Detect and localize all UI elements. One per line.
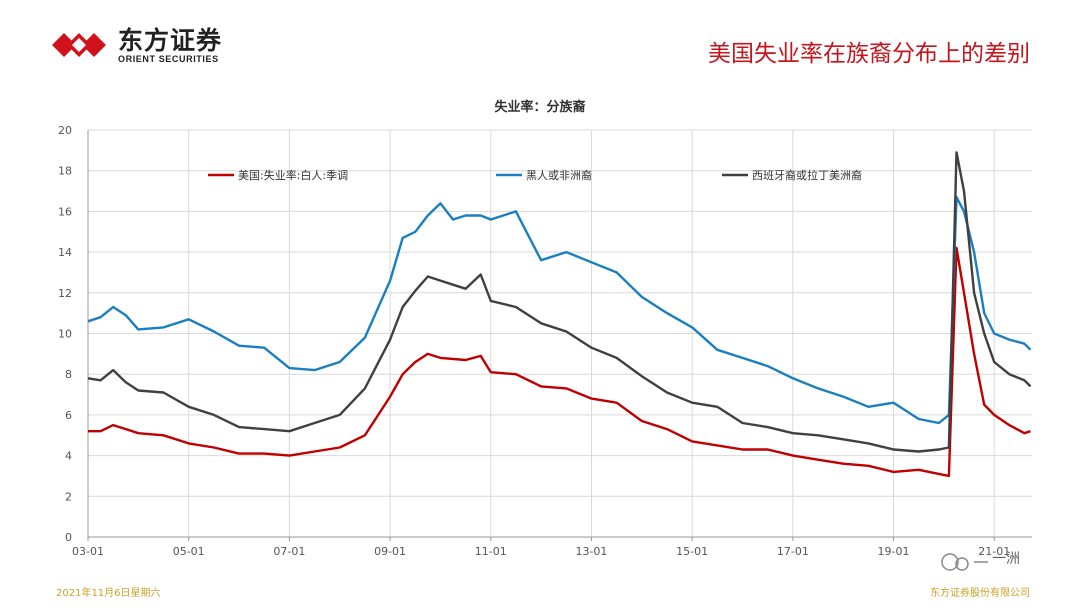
legend-label-1: 美国:失业率:白人:季调 bbox=[238, 168, 348, 182]
x-tick-label: 21-01 bbox=[978, 545, 1010, 558]
logo-chinese-name: 东方证券 bbox=[118, 26, 223, 55]
x-tick-label: 09-01 bbox=[374, 545, 406, 558]
footer-date: 2021年11月6日星期六 bbox=[56, 588, 161, 599]
x-tick-label: 13-01 bbox=[575, 545, 607, 558]
y-tick-label: 0 bbox=[65, 531, 72, 544]
x-tick-label: 05-01 bbox=[173, 545, 205, 558]
logo-english-name: ORIENT SECURITIES bbox=[118, 54, 219, 64]
legend-label-3: 西班牙裔或拉丁美洲裔 bbox=[752, 168, 862, 182]
footer-company: 东方证券股份有限公司 bbox=[930, 588, 1030, 599]
y-tick-label: 6 bbox=[65, 409, 72, 422]
legend-label-2: 黑人或非洲裔 bbox=[526, 168, 592, 182]
x-tick-label: 11-01 bbox=[475, 545, 507, 558]
chart-title: 失业率：分族裔 bbox=[494, 100, 586, 115]
y-tick-label: 2 bbox=[65, 490, 72, 503]
y-tick-label: 4 bbox=[65, 450, 72, 463]
y-tick-label: 10 bbox=[58, 328, 72, 341]
x-tick-label: 17-01 bbox=[777, 545, 809, 558]
series-line-3 bbox=[87, 151, 1032, 453]
y-tick-label: 12 bbox=[58, 287, 72, 300]
watermark-icon bbox=[941, 553, 988, 571]
y-tick-label: 8 bbox=[65, 368, 72, 381]
x-tick-label: 03-01 bbox=[72, 545, 104, 558]
x-tick-label: 07-01 bbox=[273, 545, 305, 558]
y-tick-label: 16 bbox=[58, 205, 72, 218]
series-line-2 bbox=[87, 196, 1032, 425]
orient-logo-icon bbox=[52, 33, 106, 57]
y-tick-label: 14 bbox=[58, 246, 72, 259]
series-line-1 bbox=[88, 246, 1031, 478]
x-tick-label: 19-01 bbox=[878, 545, 910, 558]
company-logo: 东方证券 ORIENT SECURITIES bbox=[52, 26, 252, 66]
watermark-text: 一洲 bbox=[992, 551, 1020, 567]
x-tick-label: 15-01 bbox=[676, 545, 708, 558]
y-tick-label: 18 bbox=[58, 165, 72, 178]
slide-title: 美国失业率在族裔分布上的差别 bbox=[708, 41, 1030, 67]
y-tick-label: 20 bbox=[58, 124, 72, 137]
